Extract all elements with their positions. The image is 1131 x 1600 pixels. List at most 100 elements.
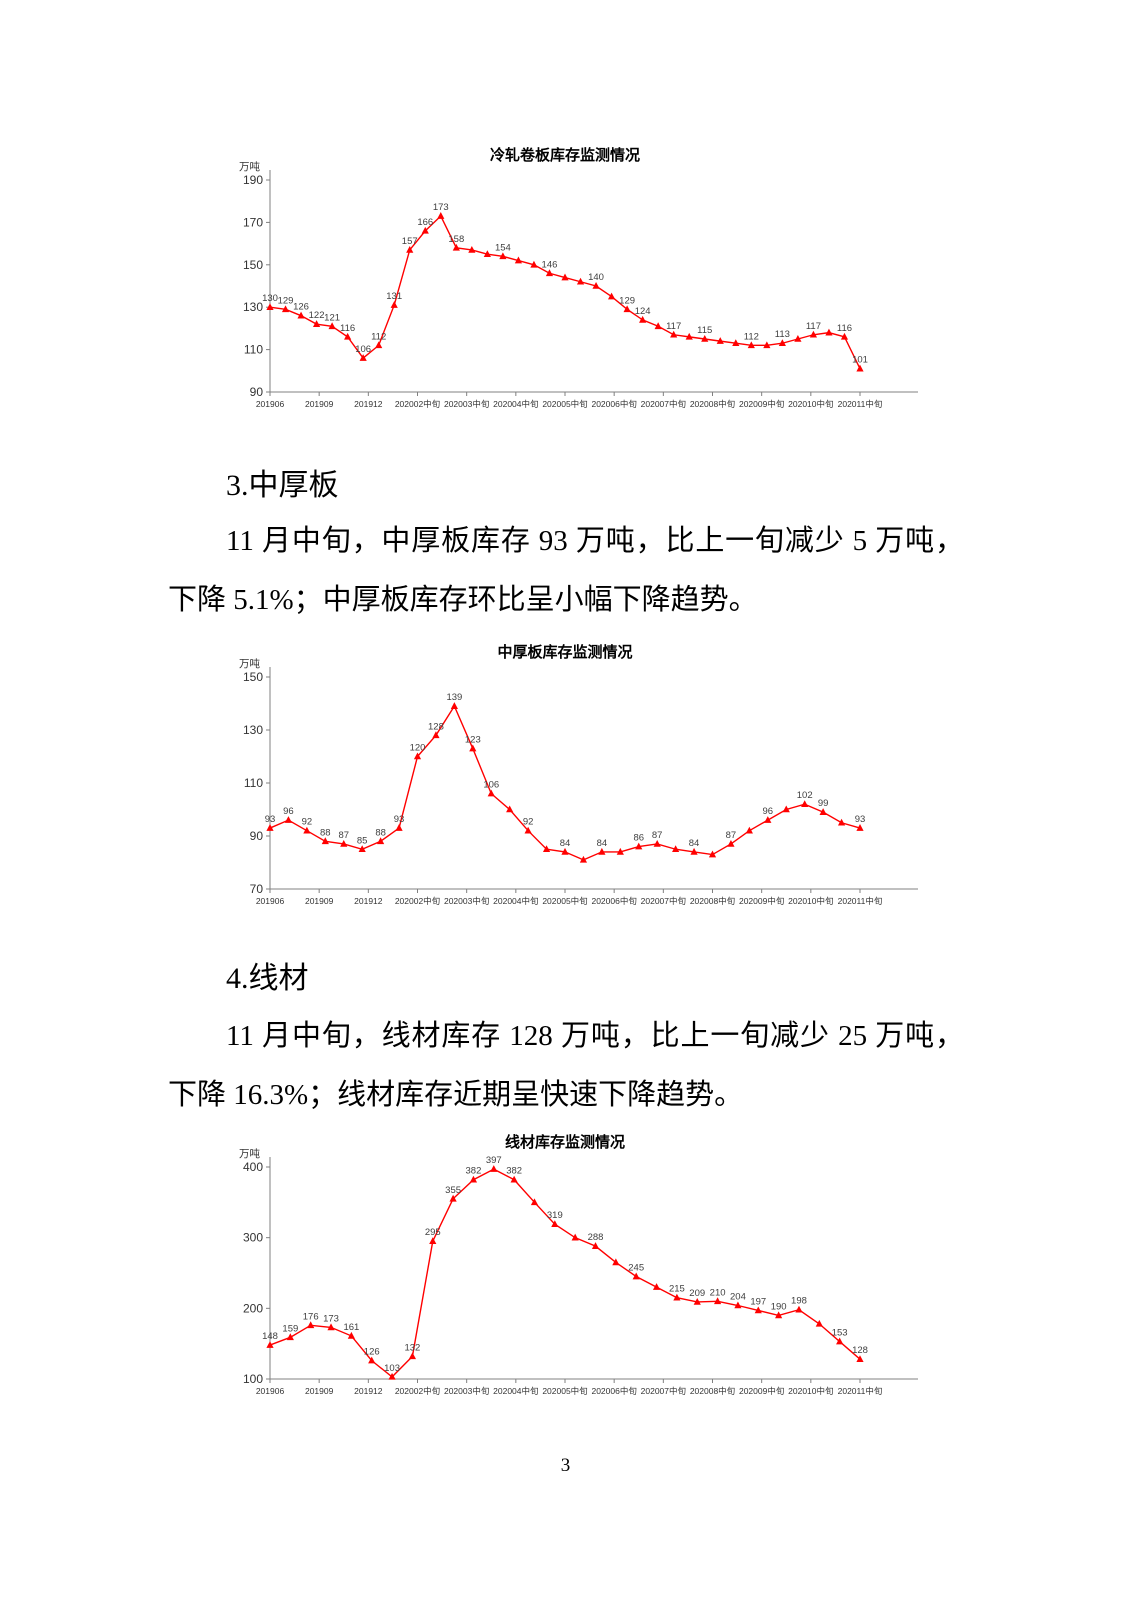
triangle-marker: [327, 1323, 335, 1331]
x-tick-label: 201909: [305, 896, 334, 906]
triangle-marker: [763, 341, 771, 349]
triangle-marker: [815, 1319, 823, 1327]
chart-title: 冷轧卷板库存监测情况: [490, 146, 640, 164]
triangle-marker: [856, 824, 864, 831]
x-tick-label: 202007中旬: [641, 1386, 686, 1396]
x-tick-label: 202005中旬: [542, 896, 587, 906]
triangle-marker: [368, 1356, 376, 1364]
triangle-marker: [266, 824, 274, 831]
data-point-label: 87: [726, 830, 737, 841]
triangle-marker: [561, 273, 569, 281]
cold-rolled-coil-chart: 冷轧卷板库存监测情况 万吨 90 110 130 150 170 190 201906 20190…: [225, 140, 925, 425]
data-point-label: 122: [309, 310, 325, 321]
data-markers: [266, 1165, 864, 1380]
x-tick-label: 202009中旬: [739, 1386, 784, 1396]
x-tick-label: 202011中旬: [838, 896, 883, 906]
triangle-marker: [377, 837, 385, 845]
data-point-label: 88: [320, 827, 331, 838]
triangle-marker: [825, 328, 833, 336]
data-point-label: 102: [797, 790, 813, 801]
data-line: [269, 1168, 861, 1378]
data-point-label: 126: [293, 302, 309, 313]
triangle-marker: [388, 1372, 396, 1380]
data-point-label: 106: [355, 344, 371, 355]
triangle-marker: [836, 1337, 844, 1345]
x-tick-label: 202011中旬: [838, 1386, 883, 1396]
triangle-marker: [795, 1305, 803, 1313]
triangle-marker: [390, 301, 398, 308]
triangle-marker: [652, 1283, 661, 1290]
data-point-label: 116: [340, 323, 355, 334]
triangle-marker: [579, 855, 588, 863]
triangle-marker: [514, 256, 523, 264]
data-point-label: 84: [689, 838, 700, 849]
data-point-label: 86: [633, 833, 644, 844]
data-point-label: 146: [542, 259, 558, 270]
x-tick-label: 202009中旬: [739, 896, 784, 906]
y-tick-label: 200: [243, 1301, 263, 1315]
x-tick-label: 202009中旬: [739, 399, 784, 409]
triangle-marker: [429, 1237, 437, 1244]
x-tick-label: 202006中旬: [591, 399, 636, 409]
data-point-label: 140: [588, 272, 604, 283]
data-point-label: 92: [302, 817, 313, 828]
y-axis-unit-label: 万吨: [239, 657, 260, 670]
triangle-marker: [856, 364, 864, 372]
triangle-marker: [672, 845, 680, 853]
data-point-label: 148: [262, 1331, 278, 1342]
data-point-label: 397: [486, 1155, 502, 1166]
triangle-marker: [358, 845, 366, 853]
data-point-label: 117: [666, 321, 681, 332]
triangle-marker: [576, 277, 585, 285]
x-tick-label: 202002中旬: [395, 1386, 440, 1396]
triangle-marker: [673, 1293, 681, 1301]
chart-title: 中厚板库存监测情况: [497, 643, 632, 661]
data-point-label: 93: [265, 814, 276, 825]
triangle-marker: [701, 335, 709, 342]
triangle-marker: [375, 341, 383, 349]
triangle-marker: [856, 1355, 864, 1363]
triangle-marker: [284, 816, 293, 823]
triangle-marker: [616, 847, 624, 855]
triangle-marker: [510, 1175, 518, 1183]
triangle-marker: [328, 322, 336, 330]
x-tick-label: 201912: [354, 399, 383, 409]
data-point-label: 139: [446, 692, 462, 703]
triangle-marker: [432, 731, 440, 739]
triangle-marker: [632, 1272, 640, 1280]
triangle-marker: [732, 339, 740, 347]
page-number: 3: [560, 1455, 571, 1476]
medium-plate-chart: 中厚板库存监测情况万吨 70 90 110 130 150 201906 201909 2019…: [225, 637, 925, 922]
triangle-marker: [487, 789, 495, 797]
x-tick-label: 202008中旬: [690, 896, 735, 906]
triangle-marker: [561, 847, 569, 855]
x-tick-label: 202007中旬: [641, 896, 686, 906]
data-point-label: 88: [375, 827, 386, 838]
triangle-marker: [551, 1220, 559, 1228]
data-point-label: 130: [262, 293, 278, 304]
y-tick-label: 130: [243, 723, 263, 737]
x-tick-label: 202002中旬: [395, 399, 440, 409]
data-point-label: 319: [547, 1210, 563, 1221]
paragraph-line: 下降 5.1%；中厚板库存环比呈小幅下降趋势。: [168, 584, 758, 616]
data-point-label: 295: [425, 1227, 441, 1238]
paragraph-line: 11 月中旬，线材库存 128 万吨，比上一旬减少 25 万吨，: [226, 1020, 964, 1052]
x-tick-label: 202008中旬: [690, 399, 735, 409]
y-tick-label: 130: [243, 300, 263, 314]
data-point-label: 112: [744, 331, 759, 342]
paragraph-line: 11 月中旬，中厚板库存 93 万吨，比上一旬减少 5 万吨，: [226, 525, 964, 557]
data-point-label: 159: [282, 1323, 298, 1334]
data-point-label: 132: [404, 1342, 420, 1353]
axes: 70 90 110 130 150 201906 201909 201912 202002中旬 2…: [243, 667, 918, 906]
data-point-label: 176: [303, 1311, 319, 1322]
data-point-label: 173: [433, 202, 449, 213]
x-tick-label: 202006中旬: [591, 896, 636, 906]
paragraph-line: 下降 16.3%；线材库存近期呈快速下降趋势。: [168, 1079, 744, 1111]
data-point-label: 190: [771, 1301, 787, 1312]
triangle-marker: [612, 1258, 620, 1266]
y-tick-label: 170: [243, 215, 263, 229]
section-paragraph-wire-rod: 11 月中旬，线材库存 128 万吨，比上一旬减少 25 万吨， 下降 16.3…: [168, 1007, 964, 1125]
x-tick-label: 201906: [256, 399, 285, 409]
y-tick-label: 400: [243, 1160, 263, 1174]
